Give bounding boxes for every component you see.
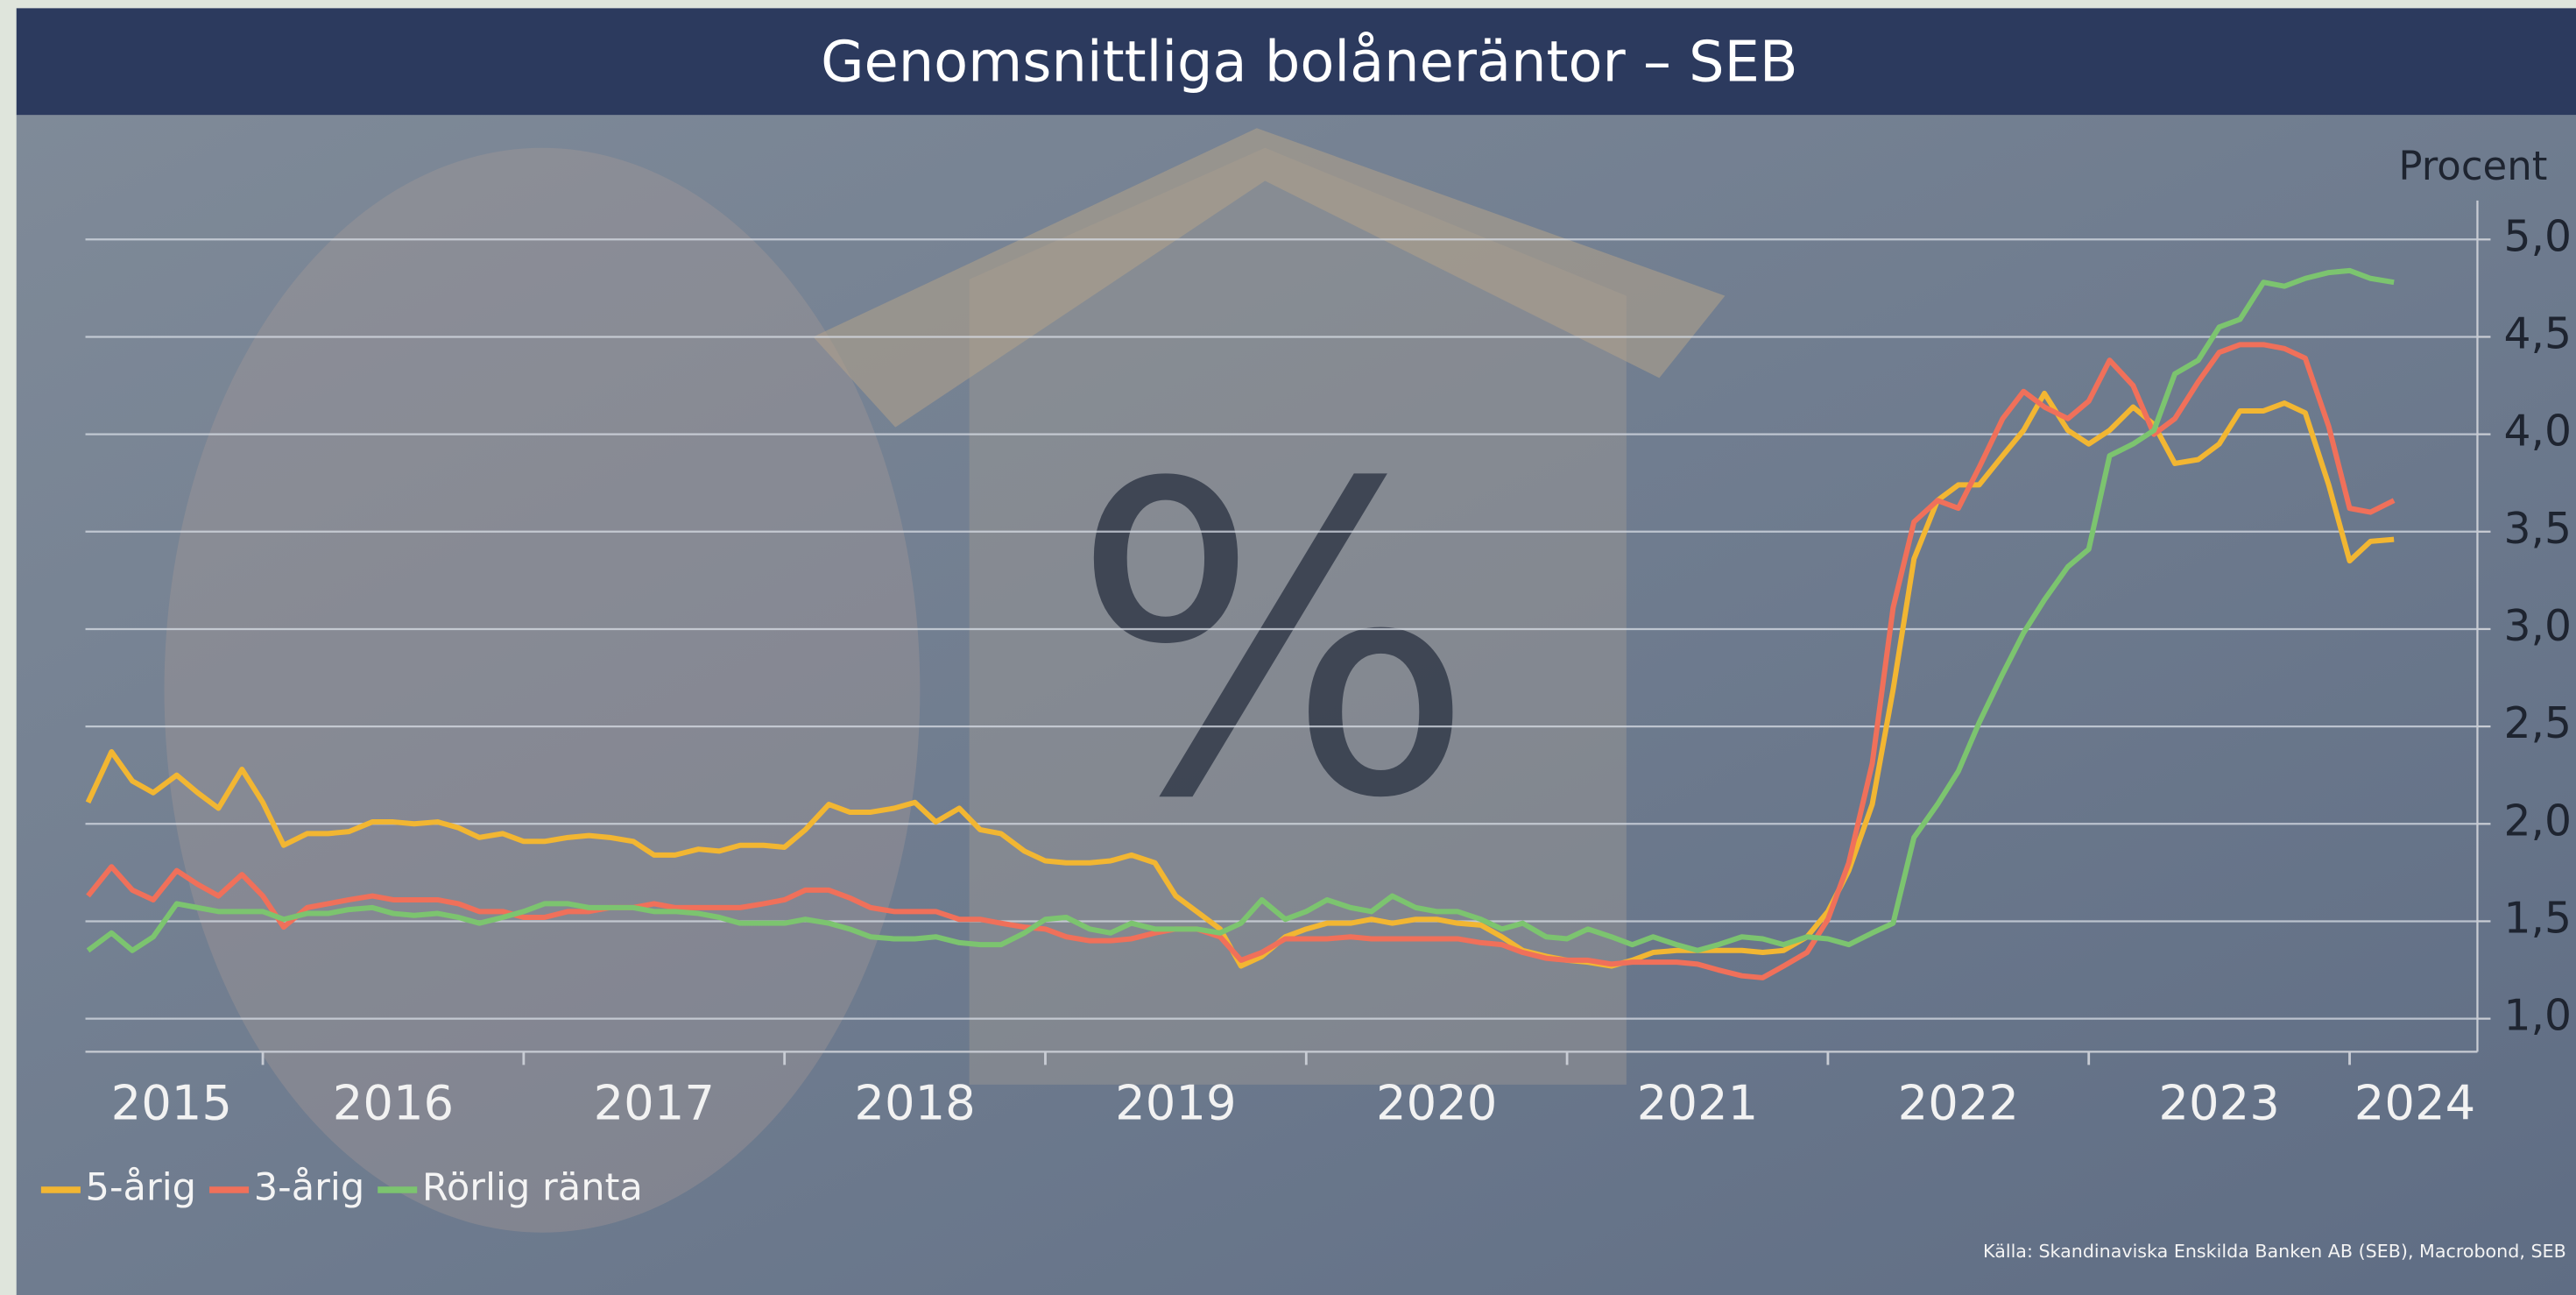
title-bar [16,8,2576,116]
y-tick-label: 3,5 [2503,505,2572,554]
x-tick-label: 2017 [594,1075,715,1130]
y-tick-label: 4,5 [2503,309,2572,358]
x-tick-label: 2015 [111,1075,232,1130]
x-tick-label: 2018 [854,1075,975,1130]
x-tick-label: 2022 [1898,1075,2019,1130]
x-tick-label: 2019 [1115,1075,1236,1130]
x-tick-label: 2024 [2354,1075,2475,1130]
x-tick-label: 2021 [1637,1075,1758,1130]
source-note: Källa: Skandinaviska Enskilda Banken AB … [1983,1241,2566,1262]
data-line [86,267,2395,953]
photo-background [16,115,2576,1295]
data-line [85,390,2395,969]
data-line [86,342,2396,980]
y-tick-label: 5,0 [2503,212,2572,261]
y-tick-label: 2,5 [2503,699,2572,748]
house-roof [813,128,1726,428]
y-tick-label: 3,0 [2503,602,2572,651]
legend-label: Rörlig ränta [422,1165,643,1209]
y-tick-label: 1,5 [2503,894,2572,943]
legend-label: 3-årig [254,1165,365,1209]
y-tick-label: 1,0 [2503,992,2572,1041]
x-tick-label: 2023 [2158,1075,2279,1130]
x-tick-label: 2016 [333,1075,454,1130]
house-body [969,147,1627,1085]
legend-label: 5-årig [86,1165,197,1209]
chart-title: Genomsnittliga bolåneräntor – SEB [821,31,1798,96]
y-axis-label: Procent [2398,143,2547,189]
photo-symbol: % [1070,394,1476,892]
hand-shape [164,147,921,1233]
y-tick-label: 2,0 [2503,796,2572,846]
x-tick-label: 2020 [1376,1075,1497,1130]
y-tick-label: 4,0 [2503,407,2572,456]
